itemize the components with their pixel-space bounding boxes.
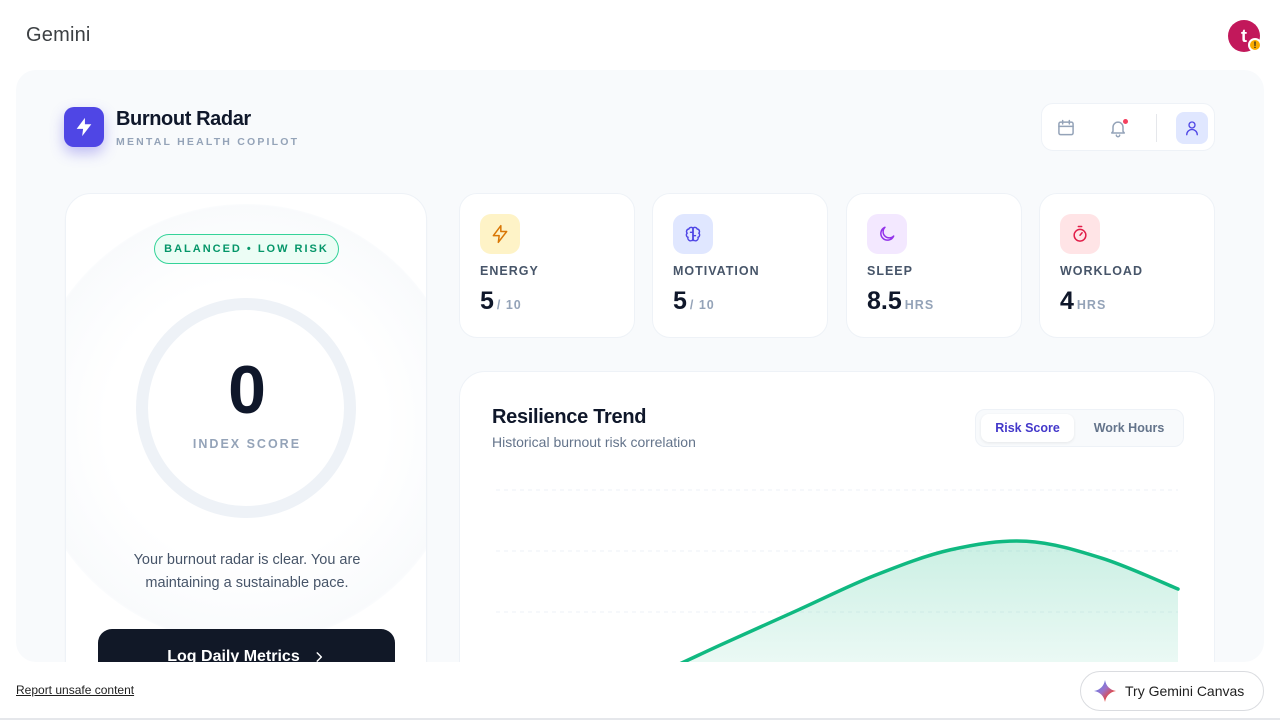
- index-score-label: INDEX SCORE: [192, 437, 302, 451]
- metric-card-sleep: SLEEP 8.5 HRS: [846, 193, 1022, 338]
- metric-number: 5: [673, 287, 687, 315]
- metric-number: 5: [480, 287, 494, 315]
- try-gemini-canvas-button[interactable]: Try Gemini Canvas: [1080, 671, 1264, 711]
- metric-number: 4: [1060, 287, 1074, 315]
- header-actions: [1041, 103, 1215, 151]
- brain-icon: [685, 226, 701, 242]
- warning-badge-icon: !: [1248, 38, 1262, 52]
- app-canvas: Burnout Radar MENTAL HEALTH COPILOT BALA…: [16, 70, 1264, 662]
- metric-value: 8.5 HRS: [867, 287, 934, 316]
- risk-status-badge: BALANCED • LOW RISK: [154, 234, 339, 264]
- trend-toggle: Risk Score Work Hours: [975, 409, 1184, 447]
- moon-icon: [880, 226, 895, 241]
- energy-icon-tile: [480, 214, 520, 254]
- metric-unit: HRS: [904, 298, 935, 312]
- report-unsafe-content-link[interactable]: Report unsafe content: [16, 683, 135, 697]
- notification-dot: [1123, 119, 1128, 124]
- user-icon: [1186, 121, 1198, 136]
- chevron-right-icon: [316, 652, 322, 662]
- workload-icon-tile: [1060, 214, 1100, 254]
- profile-button[interactable]: [1176, 112, 1208, 144]
- metric-value: 4 HRS: [1060, 287, 1106, 316]
- tab-risk-score[interactable]: Risk Score: [981, 414, 1074, 442]
- tab-work-hours[interactable]: Work Hours: [1093, 421, 1165, 435]
- app-logo: [64, 107, 104, 147]
- status-summary: Your burnout radar is clear. You are mai…: [133, 552, 361, 591]
- metric-value: 5/ 10: [480, 287, 522, 316]
- cta-label: Log Daily Metrics: [167, 648, 300, 662]
- bell-icon: [1111, 121, 1125, 138]
- metric-number: 8.5: [867, 287, 902, 315]
- metric-unit: HRS: [1076, 298, 1107, 312]
- app-subtitle: MENTAL HEALTH COPILOT: [116, 136, 300, 148]
- metric-label: SLEEP: [867, 264, 913, 278]
- app-title: Burnout Radar: [116, 108, 251, 130]
- account-avatar[interactable]: t: [1228, 20, 1260, 52]
- metric-card-energy: ENERGY 5/ 10: [459, 193, 635, 338]
- avatar-initial: t: [1241, 25, 1247, 46]
- top-bar: Gemini t !: [0, 0, 1280, 70]
- metric-card-workload: WORKLOAD 4 HRS: [1039, 193, 1215, 338]
- bolt-icon: [76, 117, 92, 137]
- sleep-icon-tile: [867, 214, 907, 254]
- metric-unit: / 10: [689, 298, 715, 312]
- gemini-sparkle-icon: [1094, 680, 1116, 702]
- metric-label: WORKLOAD: [1060, 264, 1143, 278]
- metric-label: ENERGY: [480, 264, 539, 278]
- index-score-value: 0: [228, 352, 266, 428]
- trend-title: Resilience Trend: [492, 406, 647, 428]
- metric-label: MOTIVATION: [673, 264, 760, 278]
- gemini-brand[interactable]: Gemini: [26, 24, 91, 46]
- metric-value: 5/ 10: [673, 287, 715, 316]
- bolt-icon: [492, 224, 508, 244]
- risk-trend-line: [679, 539, 1180, 662]
- risk-area-fill: [683, 540, 1178, 662]
- canvas-button-label: Try Gemini Canvas: [1125, 683, 1245, 699]
- status-card: BALANCED • LOW RISK 0 INDEX SCORE Your b…: [65, 193, 427, 662]
- calendar-icon: [1058, 119, 1074, 136]
- metric-unit: / 10: [496, 298, 522, 312]
- metric-card-motivation: MOTIVATION 5/ 10: [652, 193, 828, 338]
- header-divider: [1156, 114, 1157, 142]
- notifications-button[interactable]: [1102, 112, 1134, 144]
- trend-subtitle: Historical burnout risk correlation: [492, 434, 696, 450]
- risk-trend-chart: [496, 489, 1180, 662]
- log-daily-metrics-button[interactable]: Log Daily Metrics: [98, 629, 395, 662]
- motivation-icon-tile: [673, 214, 713, 254]
- timer-icon: [1073, 225, 1087, 242]
- calendar-button[interactable]: [1050, 112, 1082, 144]
- resilience-trend-card: Resilience Trend Historical burnout risk…: [459, 371, 1215, 662]
- bottom-divider: [0, 718, 1280, 720]
